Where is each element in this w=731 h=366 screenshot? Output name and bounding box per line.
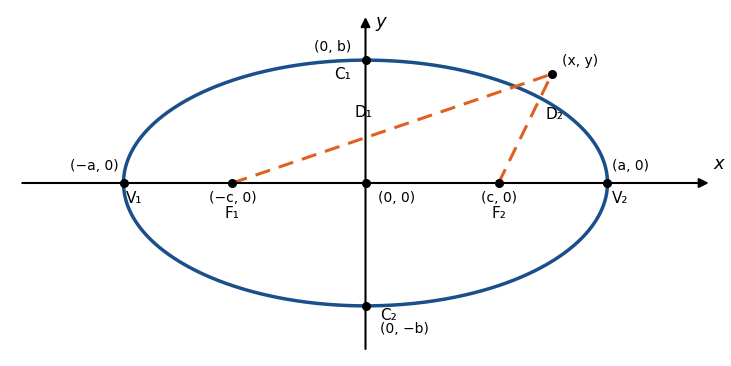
Text: V₁: V₁ (126, 191, 143, 206)
Text: D₁: D₁ (354, 105, 372, 120)
Text: x: x (714, 155, 724, 173)
Text: F₂: F₂ (491, 206, 506, 221)
Text: (a, 0): (a, 0) (613, 159, 649, 173)
Text: (x, y): (x, y) (561, 53, 598, 67)
Text: F₁: F₁ (225, 206, 240, 221)
Text: (c, 0): (c, 0) (480, 191, 517, 205)
Text: (0, b): (0, b) (314, 40, 351, 53)
Text: D₂: D₂ (545, 107, 563, 122)
Text: C₂: C₂ (380, 307, 397, 322)
Text: (−a, 0): (−a, 0) (70, 159, 118, 173)
Text: C₁: C₁ (334, 67, 351, 82)
Text: (0, 0): (0, 0) (378, 191, 414, 205)
Text: V₂: V₂ (613, 191, 629, 206)
Text: y: y (375, 12, 386, 31)
Text: (−c, 0): (−c, 0) (208, 191, 257, 205)
Text: (0, −b): (0, −b) (380, 322, 429, 336)
